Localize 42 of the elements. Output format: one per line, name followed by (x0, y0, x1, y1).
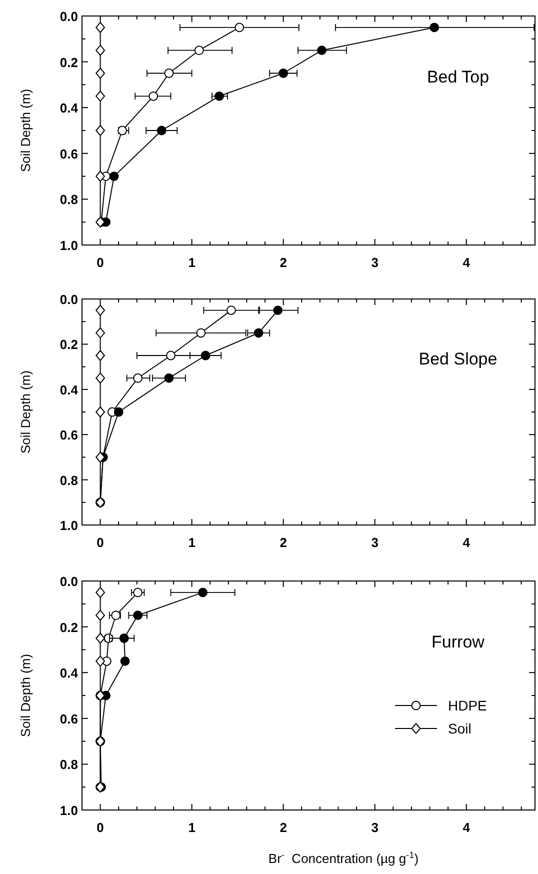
y-tick-label: 0.0 (60, 574, 78, 589)
y-tick-label: 0.4 (60, 382, 79, 398)
y-tick-label: 0.0 (60, 9, 78, 24)
y-tick-label: 0.6 (60, 146, 78, 162)
text: Bed Top (426, 67, 490, 86)
x-tick-label: 1 (188, 535, 196, 550)
y-tick-label: 0.8 (60, 192, 78, 208)
y-axis-title: Soil Depth (m) (18, 88, 33, 172)
y-tick-label: 1.0 (60, 238, 78, 253)
x-tick-label: 4 (462, 535, 471, 550)
y-tick-label: 0.8 (60, 757, 78, 772)
x-tick-label: 1 (188, 820, 196, 835)
y-tick-label: 0.2 (60, 54, 78, 70)
legend-label: Soil (448, 720, 472, 736)
y-tick-label: 0.2 (60, 620, 78, 635)
y-axis-title: Soil Depth (m) (18, 654, 33, 738)
y-tick-label: 0.4 (60, 100, 79, 116)
x-axis-title: Br$^{-}$ Concentration (µg g$^{-1}$) (268, 850, 419, 866)
text: Furrow (432, 632, 486, 652)
x-tick-label: 3 (371, 255, 378, 270)
x-tick-label: 1 (188, 255, 196, 270)
x-tick-label: 4 (462, 820, 471, 835)
x-tick-label: 0 (96, 820, 104, 835)
x-tick-label: 2 (280, 820, 287, 835)
text: Bed Slope (418, 350, 498, 369)
y-tick-label: 0.4 (60, 666, 79, 681)
x-tick-label: 0 (96, 255, 104, 270)
x-tick-label: 0 (96, 535, 104, 550)
y-tick-label: 0.0 (60, 292, 78, 307)
y-tick-label: 0.2 (60, 337, 78, 352)
x-tick-label: 3 (371, 535, 378, 550)
x-tick-label: 2 (280, 255, 287, 270)
y-tick-label: 1.0 (60, 803, 78, 818)
y-tick-label: 1.0 (60, 518, 78, 533)
x-tick-label: 2 (280, 535, 287, 550)
y-axis-title: Soil Depth (m) (18, 370, 33, 454)
x-tick-label: 4 (462, 255, 471, 270)
y-tick-label: 0.6 (60, 428, 78, 443)
legend-label: HDPE (448, 698, 487, 714)
y-tick-label: 0.8 (60, 472, 78, 488)
y-tick-label: 0.6 (60, 711, 78, 726)
x-tick-label: 3 (371, 820, 378, 835)
